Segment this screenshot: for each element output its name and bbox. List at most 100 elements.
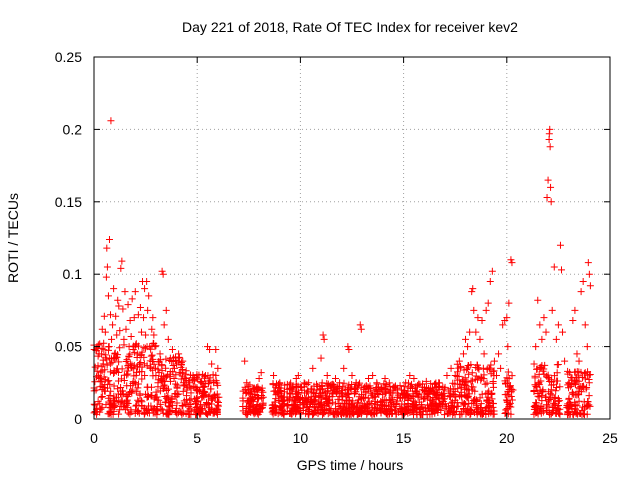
data-point: [106, 368, 114, 376]
data-point: [462, 382, 470, 390]
data-point: [117, 375, 125, 383]
data-point: [502, 396, 510, 404]
data-point: [390, 401, 398, 409]
data-point: [270, 372, 278, 380]
y-axis-label: ROTI / TECUs: [5, 193, 21, 283]
data-point: [462, 392, 470, 400]
data-point: [550, 401, 558, 409]
data-point: [121, 288, 129, 296]
data-point: [148, 358, 156, 366]
data-point: [424, 393, 432, 401]
data-point: [530, 403, 538, 411]
data-point: [578, 411, 586, 419]
data-point: [98, 403, 106, 411]
data-point: [109, 321, 117, 329]
data-point: [537, 377, 545, 385]
data-point: [410, 374, 418, 382]
data-point: [458, 377, 466, 385]
data-point: [134, 380, 142, 388]
data-point: [572, 405, 580, 413]
data-point: [484, 402, 492, 410]
data-point: [586, 402, 594, 410]
data-point: [152, 372, 160, 380]
data-point: [131, 288, 139, 296]
data-point: [373, 390, 381, 397]
data-point: [464, 408, 472, 416]
data-point: [579, 410, 587, 418]
data-point: [116, 327, 124, 335]
data-point: [115, 358, 123, 366]
data-point: [573, 377, 581, 385]
data-point: [559, 328, 567, 336]
data-point: [208, 396, 216, 404]
data-point: [105, 377, 113, 385]
data-point: [125, 352, 133, 360]
data-point: [580, 382, 588, 390]
data-point: [389, 383, 397, 391]
data-point: [114, 351, 122, 359]
data-point: [148, 351, 156, 359]
data-point: [277, 404, 285, 412]
data-point: [547, 198, 555, 206]
data-point: [124, 301, 132, 309]
data-point: [183, 386, 191, 394]
data-point: [536, 321, 544, 329]
data-point: [102, 401, 110, 409]
data-point: [168, 394, 176, 402]
data-point: [542, 393, 550, 401]
data-point: [247, 408, 255, 416]
axes: 0 5 10 15 20 25 0 0.05 0.1 0.15 0.2 0.25: [55, 49, 618, 446]
data-point: [291, 396, 299, 404]
data-point: [153, 396, 161, 404]
data-point: [132, 340, 140, 348]
data-point: [115, 302, 123, 310]
data-point: [259, 393, 267, 401]
data-point: [214, 364, 222, 372]
data-point: [124, 409, 132, 417]
data-point: [565, 379, 573, 387]
data-point: [548, 306, 556, 314]
data-point: [105, 235, 113, 243]
data-point: [93, 367, 101, 375]
data-point: [209, 371, 217, 379]
data-point: [585, 392, 593, 400]
data-point: [532, 343, 540, 351]
data-point: [469, 383, 477, 391]
data-point: [504, 368, 512, 376]
data-point: [109, 401, 117, 409]
data-point: [199, 389, 207, 397]
data-point: [468, 377, 476, 385]
data-point: [467, 410, 475, 418]
data-point: [497, 364, 505, 372]
data-point: [104, 394, 112, 402]
data-point: [170, 375, 178, 383]
data-point: [116, 344, 124, 352]
data-point: [333, 387, 341, 395]
data-point: [203, 410, 211, 418]
data-point: [210, 392, 218, 400]
data-point: [544, 176, 552, 184]
data-point: [181, 374, 189, 382]
data-point: [474, 405, 482, 413]
data-point: [140, 344, 148, 352]
data-point: [257, 405, 265, 413]
data-point: [111, 401, 119, 409]
data-point: [354, 410, 362, 418]
data-point: [198, 406, 206, 414]
data-point: [479, 410, 487, 418]
data-point: [428, 400, 436, 408]
data-point: [323, 372, 331, 380]
data-point: [253, 400, 261, 408]
data-point: [542, 328, 550, 336]
data-point: [400, 382, 408, 390]
data-point: [110, 285, 118, 293]
data-point: [177, 369, 185, 377]
data-point: [158, 267, 166, 275]
data-point: [127, 363, 135, 371]
data-point: [132, 371, 140, 379]
data-point: [105, 342, 113, 350]
data-point: [404, 402, 412, 410]
data-point: [256, 408, 264, 416]
x-tick-label: 5: [193, 430, 201, 446]
data-point: [379, 391, 387, 399]
